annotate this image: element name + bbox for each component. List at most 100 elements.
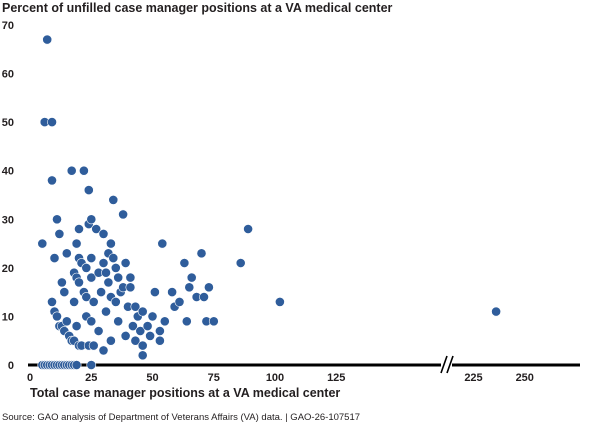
- data-point: [74, 224, 84, 234]
- x-tick-label: 25: [85, 372, 97, 384]
- data-point: [98, 228, 109, 239]
- data-point: [184, 282, 195, 293]
- data-point: [52, 214, 62, 225]
- axis-break-slash: [440, 355, 448, 374]
- data-point: [142, 321, 153, 331]
- data-point: [81, 262, 92, 273]
- data-point: [86, 272, 97, 283]
- data-point: [79, 165, 89, 176]
- data-point: [243, 224, 253, 234]
- data-point: [181, 316, 192, 327]
- x-tick-label: 100: [266, 372, 284, 384]
- data-point: [88, 340, 99, 351]
- data-point: [69, 296, 79, 307]
- y-tick-label: 30: [2, 214, 14, 226]
- data-point: [86, 360, 97, 370]
- axis-break-marker: [440, 355, 454, 374]
- data-point: [91, 224, 102, 234]
- data-point: [106, 238, 116, 249]
- data-point: [108, 253, 119, 263]
- y-tick-label: 60: [2, 69, 14, 81]
- data-point: [179, 258, 190, 268]
- data-point: [59, 287, 70, 297]
- data-point: [61, 248, 72, 259]
- data-point: [71, 360, 82, 370]
- data-point: [113, 272, 124, 283]
- data-point: [47, 296, 57, 307]
- y-tick-label: 40: [2, 166, 14, 178]
- data-point: [101, 267, 111, 278]
- data-point: [154, 335, 165, 346]
- data-point: [147, 311, 158, 322]
- data-point: [130, 301, 141, 312]
- data-point: [98, 258, 109, 268]
- data-point: [110, 262, 121, 273]
- data-points: [37, 34, 501, 370]
- data-point: [81, 292, 92, 302]
- data-point: [203, 282, 214, 293]
- data-point: [88, 296, 99, 307]
- data-point: [57, 277, 67, 288]
- data-point: [42, 34, 53, 45]
- y-tick-label: 70: [2, 20, 14, 32]
- data-point: [86, 214, 97, 225]
- data-point: [137, 306, 148, 317]
- data-point: [106, 335, 116, 346]
- x-tick-label: 0: [27, 372, 33, 384]
- x-tick-label: 75: [208, 372, 220, 384]
- data-point: [167, 287, 177, 297]
- data-point: [274, 296, 285, 307]
- y-tick-label: 20: [2, 263, 14, 275]
- y-tick-label: 0: [8, 360, 14, 372]
- data-point: [110, 296, 121, 307]
- data-point: [49, 253, 60, 263]
- x-axis-title: Total case manager positions at a VA med…: [30, 386, 341, 400]
- data-point: [137, 350, 148, 361]
- data-point: [96, 287, 106, 297]
- data-point: [86, 253, 97, 263]
- data-point: [47, 117, 57, 127]
- data-point: [149, 287, 160, 297]
- data-point: [130, 335, 141, 346]
- data-point: [174, 296, 185, 307]
- data-point: [71, 238, 82, 249]
- data-point: [154, 326, 165, 336]
- x-tick-label: 250: [516, 372, 534, 384]
- data-point: [71, 321, 82, 331]
- data-point: [235, 258, 246, 268]
- x-tick-label: 50: [146, 372, 158, 384]
- x-tick-label: 225: [464, 372, 482, 384]
- data-point: [83, 185, 94, 195]
- data-point: [157, 238, 168, 249]
- data-point: [135, 326, 146, 336]
- data-point: [127, 321, 138, 331]
- data-point: [196, 248, 207, 259]
- y-tick-label: 50: [2, 117, 14, 129]
- data-point: [98, 345, 109, 356]
- data-point: [37, 238, 48, 249]
- data-point: [120, 330, 131, 341]
- data-point: [86, 316, 97, 327]
- data-point: [120, 258, 131, 268]
- data-point: [113, 316, 124, 327]
- data-point: [54, 228, 65, 239]
- y-tick-label: 10: [2, 311, 14, 323]
- data-point: [491, 306, 501, 317]
- data-point: [61, 316, 72, 327]
- data-point: [52, 311, 62, 322]
- data-point: [103, 277, 114, 288]
- data-point: [101, 306, 111, 317]
- data-point: [159, 316, 170, 327]
- y-axis-title: Percent of unfilled case manager positio…: [2, 1, 393, 15]
- data-point: [93, 326, 104, 336]
- data-point: [208, 316, 219, 327]
- data-point: [145, 330, 155, 341]
- data-point: [108, 194, 119, 205]
- data-point: [186, 272, 197, 283]
- data-point: [74, 277, 84, 288]
- source-note: Source: GAO analysis of Department of Ve…: [2, 412, 361, 423]
- y-axis-ticks: 0 10 20 30 40 50 60 70: [2, 20, 14, 372]
- x-tick-label: 125: [327, 372, 345, 384]
- data-point: [66, 165, 77, 176]
